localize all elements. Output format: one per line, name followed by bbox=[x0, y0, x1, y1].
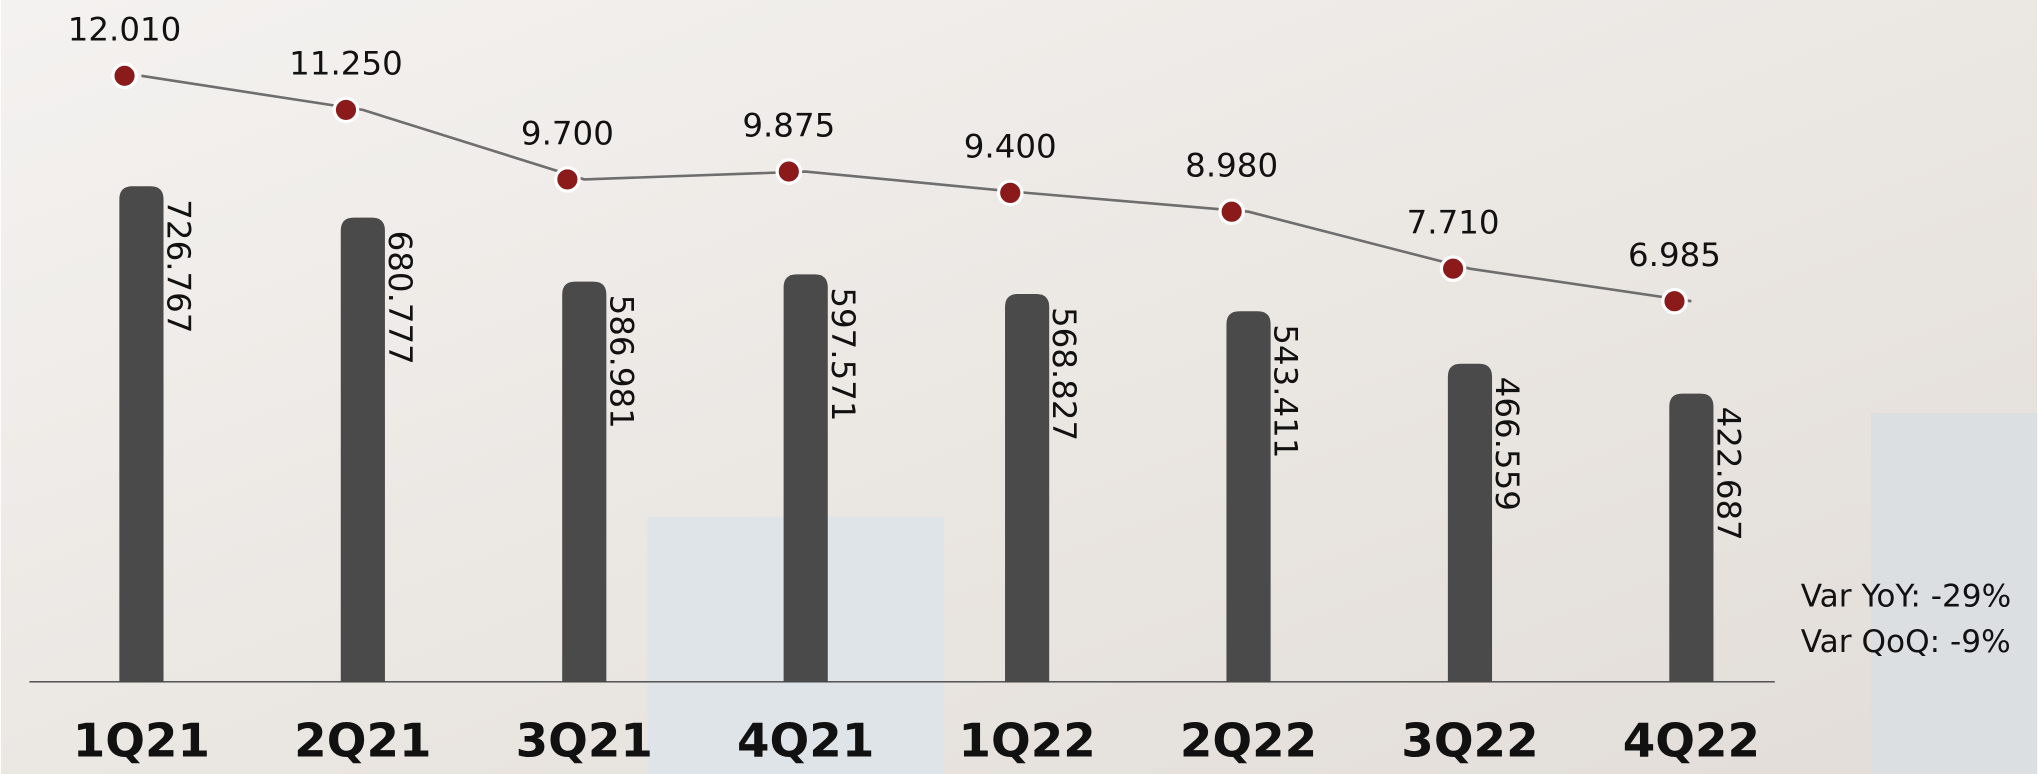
bar-value-label: 726.767 bbox=[159, 199, 197, 333]
bar-value-label: 597.571 bbox=[824, 287, 862, 421]
x-tick-label: 4Q22 bbox=[1623, 715, 1760, 769]
annotation: Var YoY: -29% bbox=[1801, 578, 2011, 614]
line-point bbox=[1439, 255, 1467, 282]
line-point bbox=[775, 158, 803, 185]
x-tick-label: 2Q22 bbox=[1180, 715, 1317, 769]
bar bbox=[1669, 393, 1714, 682]
bar bbox=[562, 281, 607, 682]
line-point bbox=[1218, 198, 1245, 226]
line bbox=[141, 74, 1692, 303]
line-point bbox=[1661, 287, 1688, 315]
line-value-label: 8.980 bbox=[1185, 147, 1278, 185]
bar-value-label: 680.777 bbox=[381, 231, 419, 365]
bar bbox=[783, 274, 828, 682]
line-value-label: 11.250 bbox=[289, 45, 403, 83]
line-point bbox=[554, 166, 581, 193]
line-value-label: 9.700 bbox=[521, 114, 614, 152]
bar-value-label: 568.827 bbox=[1045, 307, 1083, 441]
bar-value-label: 543.411 bbox=[1267, 324, 1305, 458]
x-tick-label: 3Q21 bbox=[516, 715, 653, 769]
line-point bbox=[996, 179, 1024, 207]
bar-value-label: 466.559 bbox=[1488, 377, 1526, 511]
line-value-label: 7.710 bbox=[1407, 204, 1500, 242]
x-tick-label: 3Q22 bbox=[1401, 715, 1538, 769]
line-point bbox=[111, 62, 138, 90]
bar-value-label: 422.687 bbox=[1709, 407, 1747, 541]
line-value-label: 9.400 bbox=[964, 128, 1057, 166]
bar bbox=[1005, 293, 1050, 682]
x-tick-label: 1Q21 bbox=[73, 715, 210, 769]
line-point bbox=[332, 96, 360, 124]
annotation: Var QoQ: -9% bbox=[1801, 624, 2011, 660]
bar bbox=[1226, 311, 1271, 682]
line-value-label: 6.985 bbox=[1628, 236, 1721, 274]
line-value-label: 9.875 bbox=[742, 106, 835, 144]
x-tick-label: 2Q21 bbox=[294, 715, 431, 769]
x-tick-label: 4Q21 bbox=[737, 715, 874, 769]
line-value-label: 12.010 bbox=[68, 11, 182, 49]
bar bbox=[1447, 363, 1493, 682]
bar-value-label: 586.981 bbox=[602, 295, 640, 429]
bar bbox=[340, 217, 385, 682]
background-screen bbox=[1870, 412, 2038, 774]
bar bbox=[119, 186, 164, 682]
x-tick-label: 1Q22 bbox=[958, 715, 1095, 769]
